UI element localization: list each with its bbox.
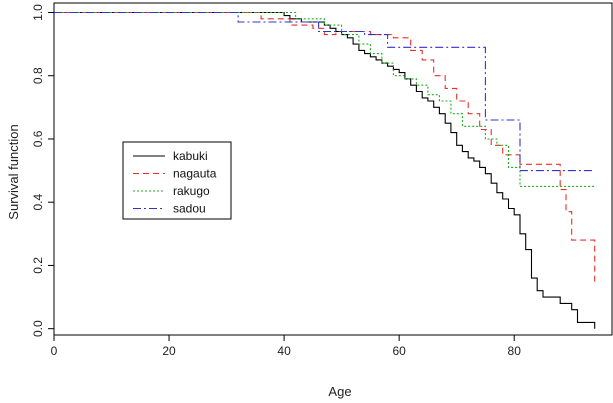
x-tick-label: 20	[162, 344, 176, 358]
series-line-sadou	[54, 11, 595, 172]
y-tick-label: 0.6	[31, 130, 45, 147]
x-tick-label: 40	[277, 344, 291, 358]
y-axis-label: Survival function	[6, 124, 21, 219]
y-tick-label: 0.0	[31, 320, 45, 337]
legend-label-rakugo: rakugo	[173, 184, 210, 198]
x-tick-label: 80	[508, 344, 522, 358]
legend-label-kabuki: kabuki	[173, 149, 208, 163]
y-tick-label: 0.4	[31, 194, 45, 211]
x-tick-label: 60	[392, 344, 406, 358]
y-tick-label: 1.0	[31, 4, 45, 21]
legend-label-sadou: sadou	[173, 202, 206, 216]
y-tick-label: 0.8	[31, 67, 45, 84]
plot-frame	[53, 2, 613, 336]
series-line-nagauta	[54, 11, 596, 285]
series-line-rakugo	[54, 11, 595, 187]
x-axis: 0 20 40 60 80	[51, 335, 522, 358]
legend-label-nagauta: nagauta	[173, 167, 217, 181]
x-tick-label: 0	[51, 344, 58, 358]
y-axis: 0.0 0.2 0.4 0.6 0.8 1.0	[31, 4, 54, 337]
y-tick-label: 0.2	[31, 257, 45, 274]
legend-box	[122, 141, 232, 220]
x-axis-label: Age	[328, 384, 351, 399]
legend: kabuki nagauta rakugo sadou	[122, 141, 232, 220]
series-line-kabuki	[54, 11, 596, 329]
series-layer	[54, 11, 596, 329]
